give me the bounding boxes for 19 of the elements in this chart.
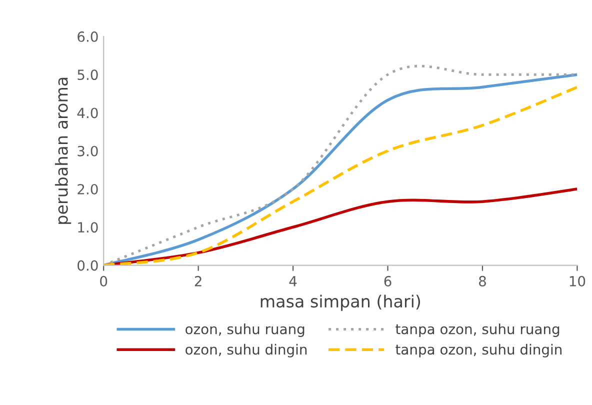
- legend-label: ozon, suhu dingin: [186, 344, 307, 358]
- x-axis-title: masa simpan (hari): [260, 294, 420, 311]
- legend-label: tanpa ozon, suhu ruang: [396, 324, 560, 337]
- y-tick-label: 4.0: [77, 108, 98, 118]
- legend-label: ozon, suhu ruang: [186, 324, 304, 337]
- y-tick-label: 1.0: [78, 222, 98, 233]
- x-tick-label: 8: [479, 276, 486, 286]
- x-tick-label: 10: [570, 276, 586, 286]
- x-tick-label: 4: [289, 276, 297, 286]
- y-tick-label: 0.0: [78, 260, 98, 271]
- x-tick-label: 0: [100, 276, 108, 286]
- legend-label: tanpa ozon, suhu dingin: [396, 344, 562, 358]
- y-tick-label: 3.0: [78, 146, 98, 156]
- x-tick-label: 6: [384, 276, 392, 286]
- y-tick-label: 2.0: [78, 184, 98, 194]
- x-tick-label: 2: [194, 276, 202, 286]
- y-tick-label: 6.0: [78, 31, 98, 42]
- y-axis-title: perubahan aroma: [54, 78, 72, 224]
- y-tick-label: 5.0: [78, 70, 98, 80]
